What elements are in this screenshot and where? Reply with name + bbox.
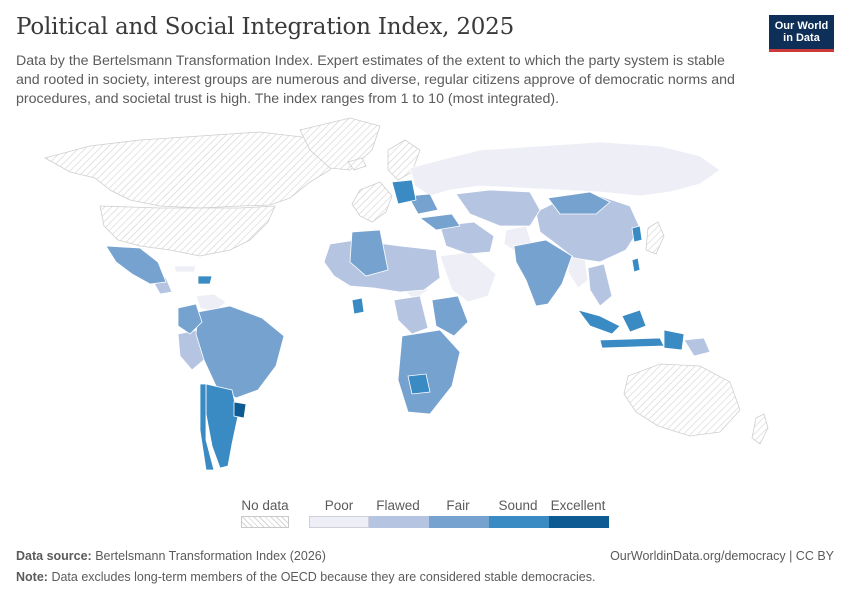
region-uruguay[interactable] [233,401,247,419]
region-iceland[interactable] [347,157,367,171]
region-argentina[interactable] [205,383,239,469]
region-south-korea[interactable] [631,225,643,243]
data-source: Data source: Bertelsmann Transformation … [16,549,326,563]
region-new-zealand[interactable] [751,413,769,445]
region-australia[interactable] [623,363,741,437]
region-taiwan[interactable] [631,257,641,273]
region-venezuela[interactable] [195,293,227,313]
region-mexico[interactable] [105,245,167,285]
region-poland-baltics[interactable] [391,179,417,205]
region-png-west[interactable] [663,329,685,351]
logo-accent-bar [769,49,834,52]
region-western-europe[interactable] [351,181,393,223]
region-botswana[interactable] [407,373,431,395]
logo-line-2: in Data [783,32,820,44]
region-japan[interactable] [645,221,665,255]
data-source-link[interactable]: Bertelsmann Transformation Index (2026) [95,549,326,563]
region-middle-east[interactable] [439,221,495,255]
region-east-africa[interactable] [431,295,469,337]
region-russia[interactable] [409,141,721,197]
region-mongolia[interactable] [547,191,611,215]
chart-subtitle: Data by the Bertelsmann Transformation I… [16,53,735,107]
legend-swatch-nodata[interactable] [241,516,289,528]
logo-line-1: Our World [774,20,829,32]
site-link[interactable]: OurWorldinData.org/democracy | CC BY [610,549,834,563]
region-dominican-rep[interactable] [197,275,213,285]
region-ghana[interactable] [351,297,365,315]
note-label: Note: [16,570,48,584]
legend-swatch-flawed[interactable] [369,516,429,528]
region-central-africa[interactable] [393,295,429,335]
world-map[interactable] [0,112,850,502]
legend-swatch-excellent[interactable] [549,516,609,528]
legend-swatch-poor[interactable] [309,516,369,528]
note-text: Data excludes long-term members of the O… [51,570,596,584]
region-algeria[interactable] [349,229,389,277]
region-usa[interactable] [99,205,276,257]
region-indonesia-south[interactable] [599,337,665,349]
sound-regions [197,179,685,471]
excellent-regions [233,401,247,419]
owid-logo[interactable]: Our World in Data [769,15,834,52]
region-india[interactable] [513,239,573,307]
region-cuba-haiti[interactable] [173,265,197,273]
fair-regions [105,191,611,415]
region-kazakhstan-central-asia[interactable] [455,189,541,227]
data-source-label: Data source: [16,549,92,563]
region-png-east[interactable] [683,337,711,357]
region-southern-east-africa[interactable] [397,329,461,415]
legend-swatch-fair[interactable] [429,516,489,528]
region-colombia-ecuador[interactable] [177,303,203,335]
region-turkey-caucasus[interactable] [418,213,461,231]
region-chile[interactable] [199,383,215,471]
region-brazil[interactable] [195,305,285,399]
nodata-regions [43,117,769,445]
region-indonesia[interactable] [576,309,621,335]
note: Note: Data excludes long-term members of… [16,570,595,584]
region-canada-alaska[interactable] [43,131,341,209]
legend-swatch-sound[interactable] [489,516,549,528]
region-indonesia-east[interactable] [621,309,647,333]
chart-title: Political and Social Integration Index, … [16,14,515,40]
region-indochina[interactable] [587,263,613,307]
region-horn-arabia[interactable] [439,251,497,303]
